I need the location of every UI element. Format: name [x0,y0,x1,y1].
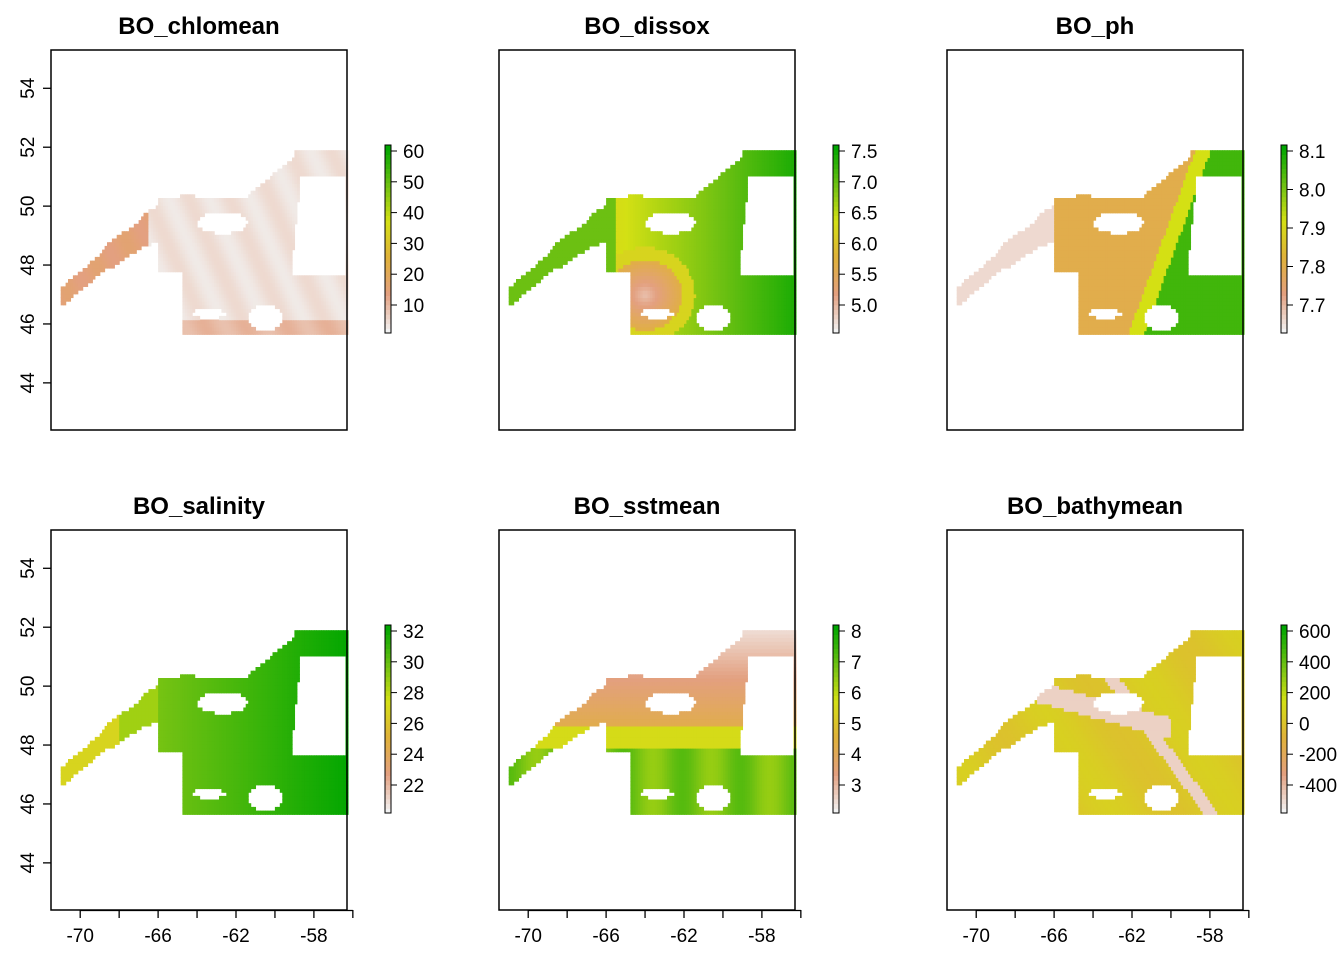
colorbar-label: 200 [1299,684,1331,705]
raster-salinity [60,630,349,815]
plot-frame [498,49,796,431]
y-tick-label: 44 [18,372,39,394]
colorbar-label: 3 [851,776,862,797]
colorbar-label: 26 [403,714,424,735]
panel-title: BO_ph [1056,13,1135,40]
y-tick-label: 54 [18,557,39,579]
y-tick-label: 44 [18,852,39,874]
raster-ph [956,150,1245,335]
plot-frame [946,49,1244,431]
colorbar-bathymean: 600 400 200 0 -200 -400 [1280,622,1337,814]
colorbar-label: 8.0 [1299,181,1325,202]
colorbar-label: 5 [851,714,862,735]
colorbar-label: -200 [1299,745,1337,766]
x-tick-label: -66 [144,926,171,947]
x-tick-label: -62 [670,926,697,947]
raster-sstmean [508,630,797,815]
colorbar-label: 10 [403,296,424,317]
map-panel-chlomean: BO_chlomean 44 46 48 50 52 54 60 50 40 30 20 10 [18,13,424,431]
raster-chlomean [60,150,349,335]
colorbar-frame [1280,144,1288,334]
y-tick-label: 50 [18,196,39,217]
colorbar-label: -400 [1299,776,1337,797]
colorbar-label: 60 [403,142,424,163]
colorbar-frame [384,144,392,334]
colorbar-label: 32 [403,622,424,643]
colorbar-label: 7 [851,653,862,674]
panel-title: BO_dissox [584,13,710,40]
panel-title: BO_salinity [133,493,266,520]
colorbar-frame [832,624,840,814]
colorbar-label: 50 [403,173,424,194]
y-tick-label: 46 [18,313,39,334]
colorbar-dissox: 7.5 7.0 6.5 6.0 5.5 5.0 [832,142,877,334]
colorbar-label: 30 [403,653,424,674]
raster-dissox [508,150,797,335]
x-tick-label: -62 [222,926,249,947]
x-tick-label: -70 [514,926,541,947]
y-tick-label: 48 [18,254,39,275]
colorbar-sstmean: 8 7 6 5 4 3 [832,622,862,814]
raster-bathymean [956,630,1245,815]
colorbar-label: 30 [403,234,424,255]
colorbar-label: 40 [403,204,424,225]
colorbar-label: 6.5 [851,204,877,225]
colorbar-frame [1280,624,1288,814]
colorbar-label: 22 [403,776,424,797]
colorbar-label: 6.0 [851,234,877,255]
colorbar-label: 400 [1299,653,1331,674]
y-tick-label: 54 [18,77,39,99]
x-tick-label: -66 [1040,926,1067,947]
colorbar-frame [384,624,392,814]
panel-title: BO_chlomean [118,13,279,40]
colorbar-label: 5.5 [851,265,877,286]
map-panel-bathymean: BO_bathymean -70 -66 -62 -58 600 400 200 0 -200 -4… [946,493,1337,947]
colorbar-label: 20 [403,265,424,286]
y-tick-label: 46 [18,793,39,814]
colorbar-label: 5.0 [851,296,877,317]
colorbar-label: 7.9 [1299,219,1325,240]
x-tick-label: -70 [962,926,989,947]
colorbar-label: 7.0 [851,173,877,194]
colorbar-frame [832,144,840,334]
y-tick-label: 50 [18,676,39,697]
colorbar-label: 8.1 [1299,142,1325,163]
x-tick-label: -58 [300,926,327,947]
colorbar-label: 24 [403,745,425,766]
colorbar-label: 7.8 [1299,258,1325,279]
x-tick-label: -62 [1118,926,1145,947]
y-tick-label: 52 [18,617,39,638]
colorbar-label: 8 [851,622,862,643]
y-tick-label: 48 [18,734,39,755]
y-tick-label: 52 [18,137,39,158]
panel-title: BO_bathymean [1007,493,1183,520]
map-panel-sstmean: BO_sstmean -70 -66 -62 -58 8 7 6 5 4 3 [498,493,862,947]
x-tick-label: -58 [748,926,775,947]
colorbar-label: 28 [403,684,424,705]
panel-title: BO_sstmean [574,493,721,520]
plot-frame [50,49,348,431]
colorbar-ph: 8.1 8.0 7.9 7.8 7.7 [1280,142,1325,334]
x-tick-label: -70 [66,926,93,947]
colorbar-label: 7.7 [1299,296,1325,317]
x-tick-label: -58 [1196,926,1223,947]
colorbar-label: 7.5 [851,142,877,163]
map-panel-salinity: BO_salinity 44 46 48 50 52 54 -70 -66 -62 -58 32 30 2… [18,493,425,947]
colorbar-label: 4 [851,745,862,766]
x-tick-label: -66 [592,926,619,947]
map-panel-ph: BO_ph 8.1 8.0 7.9 7.8 7.7 [946,13,1325,431]
colorbar-chlomean: 60 50 40 30 20 10 [384,142,424,334]
colorbar-salinity: 32 30 28 26 24 22 [384,622,425,814]
colorbar-label: 0 [1299,714,1310,735]
colorbar-label: 6 [851,684,862,705]
map-panel-dissox: BO_dissox 7.5 7.0 6.5 6.0 5.5 5.0 [498,13,877,431]
colorbar-label: 600 [1299,622,1331,643]
